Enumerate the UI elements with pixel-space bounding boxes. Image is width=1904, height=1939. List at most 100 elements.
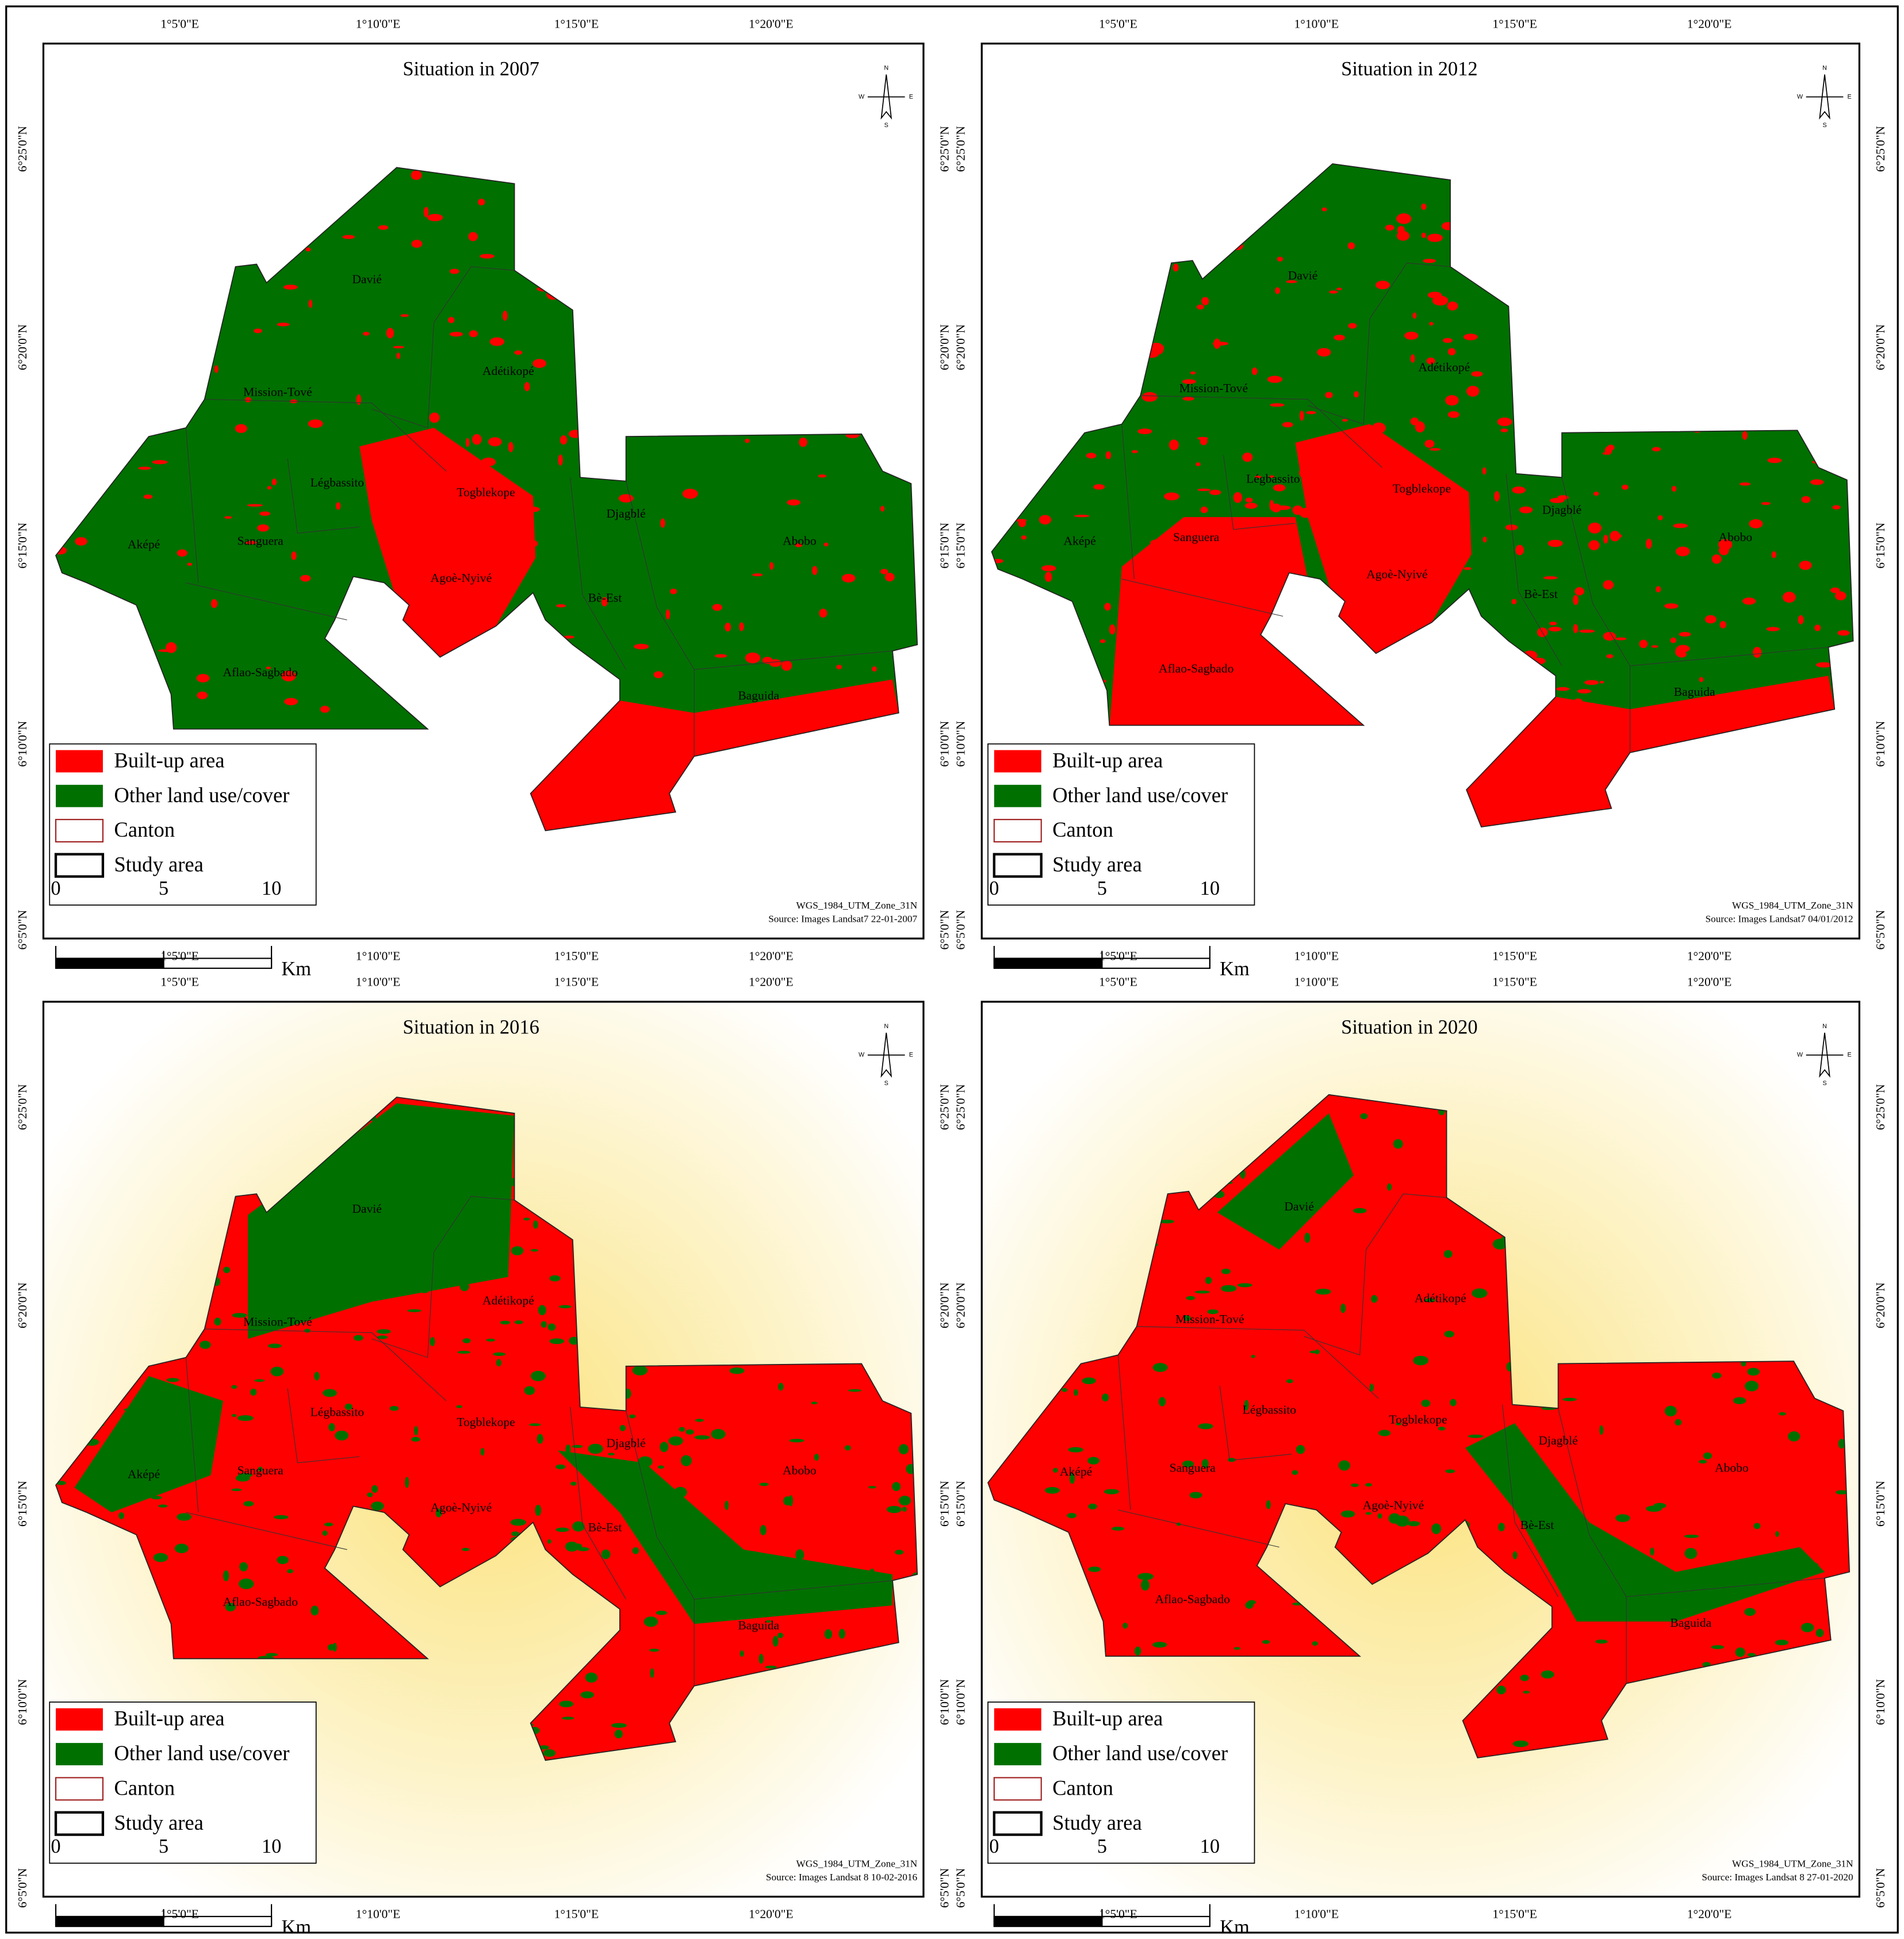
land-cover-speck: [478, 1186, 484, 1191]
land-cover-speck: [533, 1220, 538, 1229]
land-cover-speck: [569, 1336, 579, 1345]
scale-bar-black: [993, 957, 1103, 969]
land-cover-speck: [758, 1654, 764, 1664]
north-arrow: [1806, 74, 1844, 120]
land-cover-speck: [848, 1389, 862, 1392]
land-cover-speck: [1372, 422, 1386, 434]
land-cover-speck: [190, 1443, 205, 1453]
land-cover-speck: [1800, 1623, 1814, 1633]
legend-label: Built-up area: [1052, 748, 1163, 772]
land-cover-speck: [1158, 1397, 1166, 1407]
land-cover-speck: [1166, 632, 1173, 635]
land-cover-speck: [1296, 1444, 1305, 1454]
land-cover-speck: [442, 1241, 456, 1247]
land-cover-speck: [452, 1181, 461, 1193]
land-cover-speck: [1447, 411, 1459, 418]
land-cover-speck: [1068, 1447, 1083, 1453]
canton-label: Bè-Est: [588, 591, 622, 604]
land-cover-speck: [1147, 682, 1152, 689]
legend-swatch: [993, 853, 1043, 878]
land-cover-speck: [880, 505, 885, 512]
land-cover-speck: [1429, 507, 1445, 518]
land-cover-speck: [1447, 301, 1458, 311]
longitude-label: 1°15'0"E: [1492, 1907, 1537, 1921]
scale-tick-label: 0: [989, 1835, 999, 1857]
land-cover-speck: [153, 1553, 168, 1562]
projection-note: WGS_1984_UTM_Zone_31N: [1732, 900, 1853, 911]
land-cover-speck: [1197, 488, 1211, 492]
land-cover-speck: [605, 1488, 616, 1495]
land-cover-speck: [795, 1549, 804, 1561]
land-cover-speck: [601, 597, 608, 607]
land-cover-speck: [1353, 1208, 1367, 1213]
land-cover-speck: [308, 419, 323, 428]
land-cover-speck: [1074, 515, 1090, 518]
longitude-label: 1°20'0"E: [1687, 975, 1732, 989]
land-cover-speck: [556, 1464, 566, 1470]
canton-boundary: [626, 481, 893, 670]
longitude-label: 1°15'0"E: [554, 1907, 599, 1921]
land-cover-speck: [1348, 323, 1357, 329]
land-cover-speck: [1338, 543, 1346, 550]
land-cover-speck: [1590, 703, 1596, 708]
land-cover-speck: [1698, 1459, 1707, 1464]
land-cover-speck: [1402, 515, 1408, 523]
land-cover-speck: [588, 1443, 603, 1454]
land-cover-speck: [1562, 1397, 1577, 1401]
land-cover-speck: [1565, 784, 1570, 794]
canton-label: Baguida: [1674, 685, 1715, 699]
scale-bar-black: [55, 957, 164, 969]
land-cover-speck: [526, 507, 540, 512]
land-cover-speck: [538, 1745, 550, 1750]
land-cover-speck: [474, 1121, 489, 1125]
canton-label: Aflao-Sagbado: [1155, 1592, 1229, 1606]
land-cover-speck: [1747, 1367, 1760, 1376]
latitude-label: 6°10'0"N: [938, 721, 952, 767]
canton-label: Mission-Tové: [1179, 381, 1248, 395]
land-cover-speck: [322, 1389, 338, 1397]
land-cover-speck: [286, 1569, 294, 1573]
land-cover-speck: [666, 741, 675, 750]
land-cover-speck: [1183, 520, 1194, 530]
land-cover-speck: [1178, 532, 1194, 540]
land-cover-speck: [572, 1444, 583, 1448]
land-cover-speck: [1579, 1544, 1584, 1551]
land-cover-speck: [537, 1434, 543, 1444]
land-cover-speck: [1205, 1277, 1212, 1284]
land-cover-speck: [1579, 629, 1595, 633]
land-cover-speck: [277, 1555, 289, 1565]
land-cover-speck: [868, 1486, 876, 1489]
land-cover-speck: [1505, 782, 1511, 793]
land-cover-speck: [880, 695, 896, 700]
projection-note: WGS_1984_UTM_Zone_31N: [796, 900, 918, 911]
canton-boundary: [186, 1512, 347, 1550]
latitude-label: 6°25'0"N: [16, 1084, 29, 1130]
land-cover-speck: [1554, 798, 1569, 803]
land-cover-speck: [1152, 1363, 1168, 1372]
land-cover-speck: [818, 474, 826, 478]
canton-label: Djagblé: [606, 507, 645, 520]
land-cover-speck: [1088, 1566, 1101, 1572]
land-cover-speck: [739, 622, 744, 631]
land-cover-speck: [841, 573, 856, 583]
land-cover-speck: [143, 494, 153, 499]
land-cover-speck: [455, 458, 465, 462]
source-note: Source: Images Landsat 8 10-02-2016: [766, 1872, 918, 1883]
legend-swatch: [56, 784, 103, 807]
latitude-label: 6°20'0"N: [938, 1282, 952, 1328]
land-cover-speck: [614, 1730, 623, 1739]
land-cover-speck: [75, 537, 87, 546]
land-cover-speck: [413, 1110, 426, 1117]
land-cover-speck: [177, 549, 187, 557]
land-cover-speck: [752, 573, 763, 577]
north-label: N: [1822, 1023, 1827, 1030]
land-cover-speck: [1197, 436, 1208, 440]
longitude-label: 1°20'0"E: [749, 1907, 794, 1921]
land-cover-speck: [824, 1629, 833, 1639]
land-cover-speck: [1242, 452, 1253, 462]
land-cover-speck: [1347, 242, 1355, 250]
land-cover-speck: [1761, 501, 1771, 505]
land-cover-speck: [725, 1500, 729, 1511]
land-cover-speck: [1607, 1607, 1614, 1614]
land-cover-speck: [1779, 1412, 1786, 1416]
